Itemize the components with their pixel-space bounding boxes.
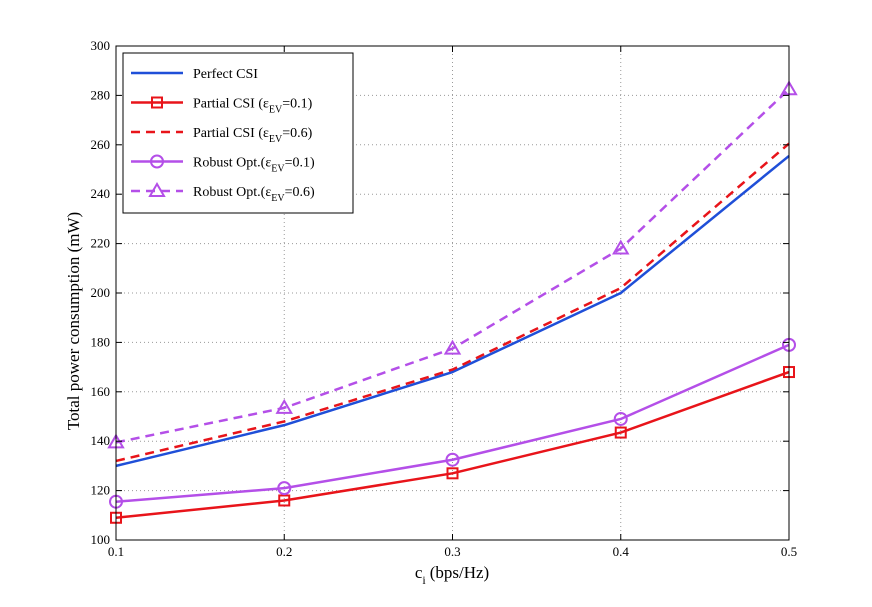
x-tick-label: 0.4 (613, 544, 630, 559)
legend-label-sub: EV (271, 193, 285, 204)
series-line (115, 370, 790, 520)
series-line (115, 343, 790, 503)
series-line (115, 88, 790, 444)
data-point (277, 481, 292, 496)
series-line (115, 154, 790, 468)
series-line (115, 142, 790, 463)
legend-label: Robust Opt.(εEV=0.1) (193, 156, 315, 175)
legend-label: Robust Opt.(εEV=0.6) (193, 185, 315, 204)
data-point (612, 239, 630, 255)
x-tick-label: 0.2 (276, 544, 292, 559)
x-axis-label: ci (bps/Hz) (415, 563, 489, 587)
data-point (613, 411, 628, 426)
legend-marker (148, 182, 166, 197)
legend-label: Partial CSI (εEV=0.1) (193, 97, 313, 116)
series-layer (107, 80, 798, 524)
data-point (443, 339, 462, 355)
y-tick-label: 180 (91, 334, 111, 349)
legend-item: Partial CSI (εEV=0.6) (131, 126, 313, 145)
legend-label-sub: EV (269, 134, 283, 145)
series-1 (115, 154, 790, 468)
y-tick-label: 280 (91, 87, 111, 102)
y-tick-label: 220 (91, 236, 111, 251)
data-point (614, 426, 627, 439)
legend-label-sub: EV (269, 105, 283, 116)
legend-label-tail: =0.6) (282, 126, 312, 141)
legend-label-tail: =0.1) (285, 156, 315, 171)
axis-ticks (115, 45, 790, 541)
legend-label-main: Partial CSI (ε (193, 97, 269, 112)
tick-labels: 0.1 0.2 0.3 0.4 0.5 100 120 140 160 180 200 220 240 2… (91, 38, 798, 559)
y-tick-label: 300 (91, 38, 111, 53)
data-point (446, 467, 459, 480)
y-tick-label: 200 (91, 285, 111, 300)
legend-label-tail: =0.6) (285, 185, 315, 200)
y-tick-label: 100 (91, 532, 111, 547)
legend-item: Perfect CSI (131, 67, 258, 82)
data-point (275, 398, 293, 414)
y-tick-label: 140 (91, 433, 111, 448)
y-tick-label: 240 (91, 186, 111, 201)
legend-label-main: Partial CSI (ε (193, 126, 269, 141)
legend-item: Robust Opt.(εEV=0.1) (131, 154, 315, 175)
legend-item: Partial CSI (εEV=0.1) (131, 96, 313, 116)
x-axis-label-main: c (415, 563, 423, 582)
legend-marker (151, 96, 163, 109)
series-3 (115, 142, 790, 463)
legend-label-main: Robust Opt.(ε (193, 185, 271, 200)
legend-label: Perfect CSI (193, 67, 258, 82)
data-point (278, 494, 291, 507)
y-axis-label: Total power consumption (mW) (64, 212, 83, 430)
legend-marker (150, 154, 164, 169)
y-tick-label: 260 (91, 137, 111, 152)
data-point (445, 452, 460, 467)
y-tick-label: 160 (91, 384, 111, 399)
y-tick-label: 120 (91, 483, 111, 498)
x-tick-label: 0.1 (108, 544, 124, 559)
x-axis-label-sub: i (422, 573, 426, 587)
x-tick-label: 0.3 (444, 544, 460, 559)
legend-label-main: Robust Opt.(ε (193, 156, 271, 171)
legend-label-main: Perfect CSI (193, 67, 258, 82)
legend-label: Partial CSI (εEV=0.6) (193, 126, 313, 145)
legend-label-sub: EV (271, 164, 285, 175)
x-axis-label-unit: (bps/Hz) (430, 563, 489, 582)
legend-item: Robust Opt.(εEV=0.6) (131, 182, 315, 204)
legend-label-tail: =0.1) (282, 97, 312, 112)
x-tick-label: 0.5 (781, 544, 797, 559)
